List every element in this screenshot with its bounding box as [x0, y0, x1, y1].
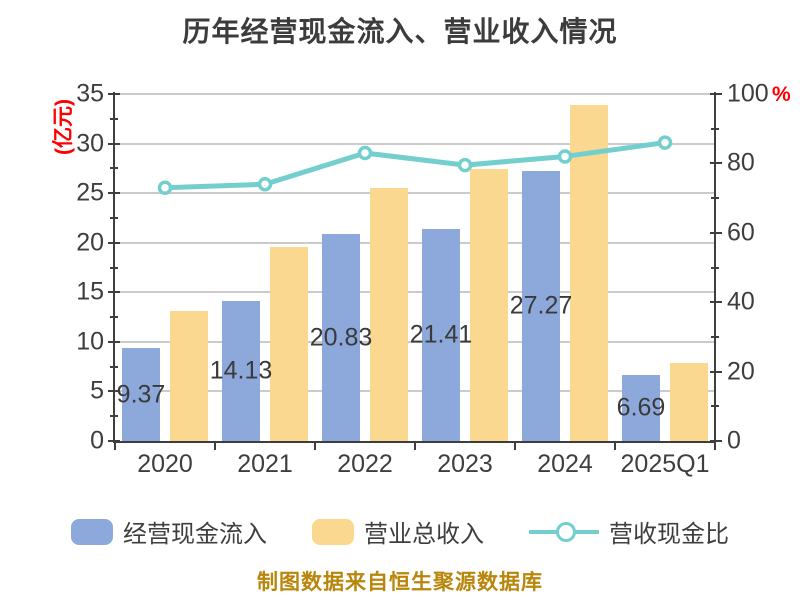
bar-value-label: 9.37 [116, 380, 166, 409]
left-axis-tick-label: 25 [76, 178, 104, 207]
legend: 经营现金流入 营业总收入 营收现金比 [0, 514, 800, 549]
bar-total-revenue-2020 [170, 311, 208, 441]
left-axis-tick [108, 340, 120, 343]
left-axis-minor-tick [110, 316, 118, 319]
x-axis-label-2022: 2022 [337, 450, 393, 478]
right-axis-minor-tick [711, 127, 719, 130]
left-axis-minor-tick [110, 415, 118, 418]
right-axis-tick-label: 20 [727, 357, 755, 386]
data-source-note: 制图数据来自恒生聚源数据库 [257, 571, 543, 594]
legend-item-total-revenue: 营业总收入 [312, 514, 484, 549]
cash-inflow-swatch [71, 518, 113, 545]
left-axis-tick [108, 192, 120, 195]
bar-total-revenue-2023 [470, 169, 508, 441]
bar-total-revenue-2025Q1 [670, 362, 708, 441]
right-axis-unit-label: % [772, 83, 791, 106]
left-axis-tick [108, 390, 120, 393]
right-axis-tick [710, 370, 722, 373]
right-axis-tick [710, 231, 722, 234]
x-axis-tick [614, 441, 616, 450]
right-axis-minor-tick [711, 405, 719, 408]
right-axis-minor-tick [711, 266, 719, 269]
bar-cash-inflow-2025Q1 [622, 374, 660, 441]
chart-title: 历年经营现金流入、营业收入情况 [182, 16, 618, 47]
x-axis-label-2023: 2023 [437, 450, 493, 478]
bar-value-label: 6.69 [616, 393, 666, 422]
left-axis-tick-label: 30 [76, 129, 104, 158]
bar-cash-inflow-2024 [522, 170, 560, 441]
x-axis-label-2024: 2024 [537, 450, 593, 478]
left-axis-tick [108, 93, 120, 95]
left-axis-tick-label: 35 [76, 79, 104, 108]
bar-value-label: 21.41 [409, 320, 473, 349]
bar-value-label: 27.27 [509, 291, 573, 320]
x-axis-label-2025Q1: 2025Q1 [620, 450, 710, 478]
total-revenue-swatch [312, 518, 354, 545]
left-axis-minor-tick [110, 266, 118, 269]
right-axis-minor-tick [711, 335, 719, 338]
left-axis-tick-label: 20 [76, 228, 104, 257]
legend-label: 经营现金流入 [123, 521, 267, 548]
right-axis-tick-label: 40 [727, 287, 755, 316]
bar-total-revenue-2021 [270, 246, 308, 441]
x-axis-tick [314, 441, 316, 450]
gridline [115, 192, 715, 195]
gridline [115, 340, 715, 343]
x-axis-tick [414, 441, 416, 450]
right-axis-minor-tick [711, 197, 719, 200]
bar-cash-inflow-2020 [122, 348, 160, 441]
cash-ratio-line-swatch [529, 519, 599, 545]
left-axis-minor-tick [110, 365, 118, 368]
gridline [115, 390, 715, 393]
legend-label: 营业总收入 [364, 521, 484, 548]
x-axis-tick [114, 441, 116, 450]
left-axis-tick-label: 5 [90, 376, 104, 405]
bar-cash-inflow-2022 [322, 234, 360, 441]
right-axis-tick-label: 80 [727, 148, 755, 177]
right-axis-tick [710, 162, 722, 165]
left-axis-tick-label: 10 [76, 327, 104, 356]
left-axis-minor-tick [110, 216, 118, 219]
x-axis-tick [514, 441, 516, 450]
gridline [115, 142, 715, 145]
left-axis-tick [108, 142, 120, 145]
legend-item-cash-inflow: 经营现金流入 [71, 514, 267, 549]
bar-value-label: 14.13 [209, 356, 273, 385]
left-axis-minor-tick [110, 167, 118, 170]
x-axis-tick [214, 441, 216, 450]
left-axis-tick-label: 15 [76, 277, 104, 306]
bar-cash-inflow-2021 [222, 300, 260, 441]
right-axis-tick-label: 60 [727, 218, 755, 247]
bar-total-revenue-2022 [370, 188, 408, 441]
x-axis-label-2021: 2021 [237, 450, 293, 478]
x-axis-tick [714, 441, 716, 450]
right-axis-tick-label: 100 [727, 79, 769, 108]
right-axis-tick [710, 93, 722, 95]
circle-marker-icon [556, 521, 576, 542]
right-axis-tick [710, 440, 722, 442]
left-axis-tick [108, 291, 120, 294]
left-axis-minor-tick [110, 117, 118, 120]
legend-item-cash-ratio: 营收现金比 [529, 514, 729, 549]
plot-area: 9.37 14.13 20.83 21.41 27.27 6.69 [115, 93, 715, 441]
left-axis-tick-label: 0 [90, 426, 104, 455]
left-axis-tick [108, 241, 120, 244]
gridline [115, 291, 715, 294]
gridline [115, 93, 715, 95]
right-axis-tick [710, 301, 722, 304]
bar-cash-inflow-2023 [422, 228, 460, 441]
legend-label: 营收现金比 [609, 521, 729, 548]
bar-total-revenue-2024 [570, 104, 608, 441]
bar-value-label: 20.83 [309, 323, 373, 352]
right-axis-tick-label: 0 [727, 426, 741, 455]
x-axis-label-2020: 2020 [137, 450, 193, 478]
gridline [115, 241, 715, 244]
